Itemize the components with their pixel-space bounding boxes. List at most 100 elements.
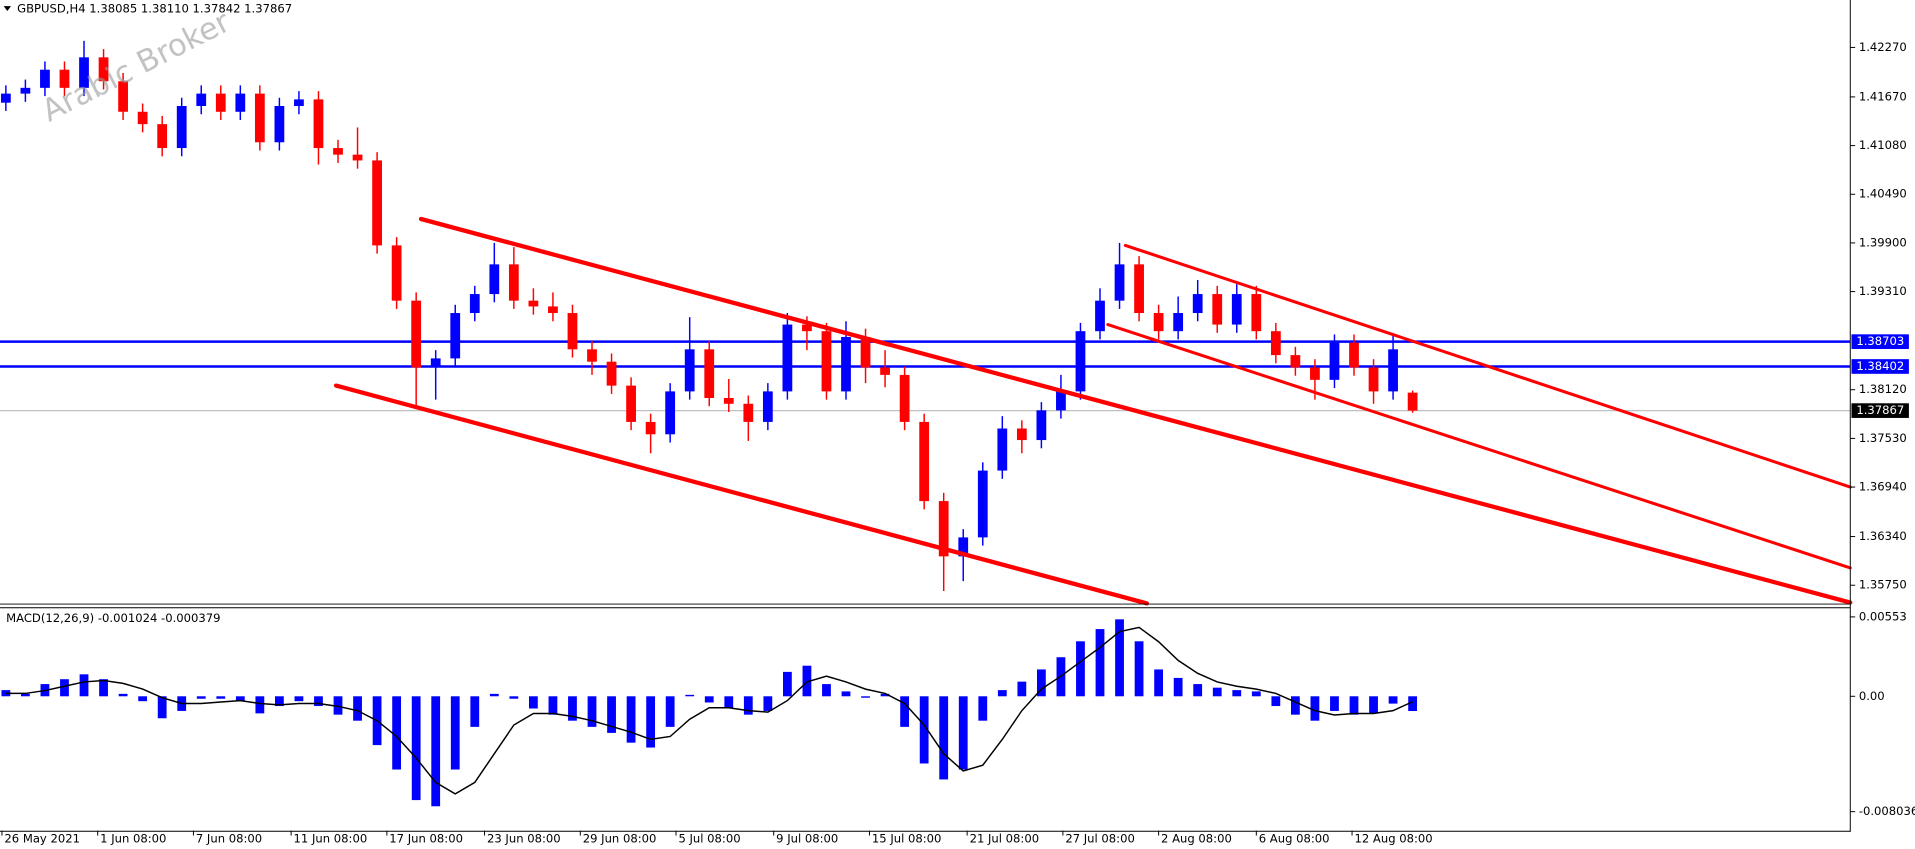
candle-body	[489, 264, 500, 295]
price-plot	[0, 40, 1853, 606]
macd-bar	[802, 665, 812, 697]
macd-bar	[392, 696, 402, 770]
macd-bar	[196, 696, 206, 699]
candle-body	[977, 470, 988, 538]
macd-bar	[743, 696, 753, 715]
x-tick-label: 6 Aug 08:00	[1259, 832, 1330, 846]
candle-body	[821, 331, 832, 392]
candle-body	[1270, 331, 1281, 356]
macd-y-tick-label: -0.008036	[1859, 804, 1915, 818]
macd-value: -0.001024	[98, 611, 158, 625]
macd-bar	[997, 690, 1007, 697]
x-tick-label: 15 Jul 08:00	[872, 832, 942, 846]
candle-body	[1407, 392, 1418, 411]
x-tick-label: 17 Jun 08:00	[389, 832, 463, 846]
macd-bar	[841, 691, 851, 697]
candle-body	[528, 300, 539, 307]
candle-body	[430, 358, 441, 368]
macd-bar	[1330, 696, 1339, 711]
candle-body	[294, 99, 304, 106]
candle-body	[1075, 331, 1086, 392]
x-tick-label: 21 Jul 08:00	[970, 832, 1040, 846]
candle-body	[352, 154, 363, 161]
y-tick-label: 1.40490	[1859, 187, 1907, 201]
macd-bar	[1212, 687, 1222, 697]
candle-body	[1016, 428, 1027, 441]
macd-bar	[157, 696, 167, 719]
macd-bar	[568, 696, 577, 721]
candle-body	[1290, 355, 1301, 368]
candle-body	[215, 93, 226, 112]
macd-bar	[1095, 629, 1105, 697]
macd-bar	[763, 696, 773, 711]
candle-body	[98, 57, 109, 82]
macd-bar	[939, 696, 949, 780]
candle-body	[450, 313, 461, 359]
macd-bar	[782, 671, 792, 697]
macd-bar	[216, 696, 226, 699]
macd-bar	[704, 696, 714, 703]
macd-bar	[646, 696, 656, 748]
macd-bar	[450, 696, 460, 770]
macd-bar	[1369, 696, 1378, 714]
y-tick-label: 1.42270	[1859, 40, 1907, 54]
candle-body	[1192, 294, 1203, 314]
candle-body	[79, 57, 89, 88]
indicator-name: MACD(12,26,9)	[6, 611, 94, 625]
candle-body	[743, 403, 754, 422]
x-tick-label: 27 Jul 08:00	[1065, 832, 1135, 846]
x-tick-label: 11 Jun 08:00	[294, 832, 368, 846]
macd-bar	[235, 696, 245, 702]
level-label-box	[1851, 359, 1909, 374]
macd-bar	[665, 696, 675, 727]
candle-body	[684, 349, 695, 392]
candle-body	[860, 336, 871, 368]
x-tick-label: 29 Jun 08:00	[583, 832, 657, 846]
candle-body	[665, 391, 676, 435]
menu-arrow[interactable]	[3, 6, 11, 11]
macd-bar	[99, 679, 108, 697]
candle-body	[938, 501, 949, 557]
macd-bar	[1115, 619, 1124, 697]
candle-body	[313, 99, 324, 149]
macd-bar	[1173, 677, 1183, 697]
macd-bar	[978, 696, 988, 721]
candle-body	[626, 385, 636, 422]
macd-bar	[138, 696, 148, 702]
macd-bar	[1408, 696, 1418, 711]
candle-body	[235, 93, 246, 112]
candle-body	[40, 69, 50, 88]
x-tick-label: 9 Jul 08:00	[776, 832, 838, 846]
candle-body	[704, 349, 715, 398]
level-label: 1.38402	[1856, 359, 1904, 373]
bid-label-box	[1851, 403, 1909, 418]
candle-body	[411, 300, 422, 368]
y-tick-label: 1.39900	[1859, 235, 1907, 249]
candle-body	[391, 245, 402, 301]
candle-body	[880, 367, 890, 375]
candle-body	[1153, 313, 1164, 332]
candle-body	[20, 87, 31, 94]
macd-bar	[900, 696, 910, 727]
candle-body	[567, 313, 578, 350]
candle-body	[723, 397, 734, 404]
candle-body	[196, 93, 207, 106]
trendline	[1123, 243, 1852, 489]
macd-bar	[548, 696, 558, 715]
y-tick-label: 1.41670	[1859, 89, 1907, 103]
low-label: 1.37842	[193, 1, 241, 15]
macd-bar	[60, 679, 69, 697]
candle-body	[958, 537, 969, 557]
macd-bar	[489, 693, 499, 697]
x-tick-label: 23 Jun 08:00	[487, 832, 561, 846]
macd-y-tick-label: 0.00553	[1859, 609, 1907, 623]
candle-body	[899, 374, 910, 422]
macd-bar	[607, 696, 616, 733]
candle-body	[254, 93, 265, 143]
candle-body	[1173, 313, 1184, 332]
indicator-header: MACD(12,26,9) -0.001024 -0.000379	[6, 611, 220, 625]
candle-body	[1310, 367, 1320, 380]
macd-bar	[1134, 641, 1144, 697]
